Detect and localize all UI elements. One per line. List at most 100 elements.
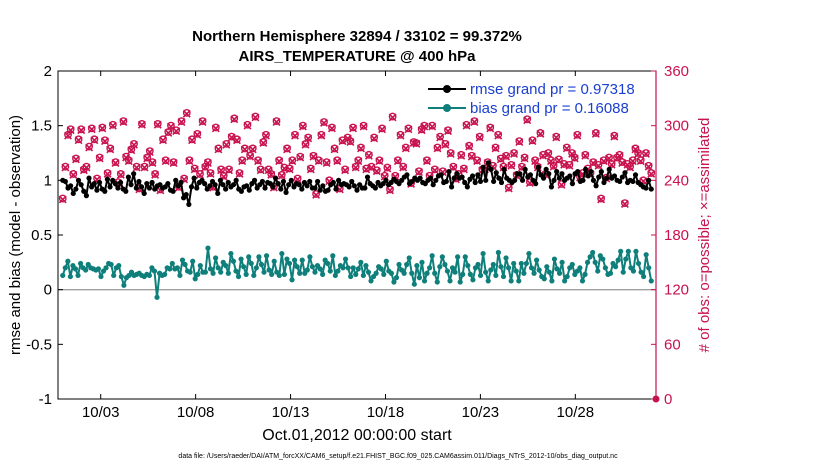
bias-point: [281, 271, 287, 277]
rmse-point: [299, 186, 305, 192]
bias-point: [317, 266, 323, 272]
bias-point: [406, 255, 412, 261]
possible-obs-point: [536, 129, 545, 137]
rmse-point: [275, 181, 281, 187]
bias-point: [103, 265, 109, 271]
possible-obs-point: [132, 162, 141, 171]
x-axis-label: Oct.01,2012 00:00:00 start: [262, 427, 452, 444]
y-tick-label-left: 0: [44, 282, 52, 299]
possible-obs-point: [124, 156, 133, 165]
assimilated-obs-point: [507, 161, 516, 170]
rmse-point: [598, 168, 604, 175]
possible-obs-point: [333, 156, 342, 165]
assimilated-obs-point: [264, 166, 273, 175]
possible-obs-point: [230, 114, 239, 123]
possible-obs-point: [90, 135, 99, 144]
assimilated-obs-point: [69, 170, 78, 179]
rmse-point: [320, 183, 326, 189]
rmse-point: [125, 174, 132, 180]
assimilated-obs-point: [248, 145, 257, 154]
rmse-point: [619, 174, 625, 180]
rmse-point: [404, 172, 410, 178]
assimilated-obs-point: [354, 157, 363, 166]
rmse-point: [165, 181, 171, 187]
bias-point: [307, 254, 313, 260]
assimilated-obs-point: [591, 129, 600, 138]
possible-obs-point: [570, 153, 579, 162]
possible-obs-point: [349, 123, 357, 132]
assimilated-obs-point: [225, 166, 233, 175]
assimilated-obs-point: [636, 157, 645, 166]
possible-obs-point: [312, 190, 320, 198]
assimilated-obs-point: [510, 149, 518, 158]
bias-point: [325, 260, 331, 267]
bias-point: [65, 258, 71, 264]
assimilated-obs-point: [227, 133, 236, 142]
rmse-point: [472, 179, 478, 186]
rmse-point: [333, 186, 339, 192]
assimilated-obs-point: [64, 131, 72, 140]
assimilated-obs-point: [536, 129, 545, 138]
line-series-layer: [60, 160, 654, 300]
bias-point: [477, 272, 484, 279]
rmse-point: [238, 188, 245, 194]
possible-obs-point: [72, 154, 80, 163]
rmse-point: [212, 182, 218, 188]
assimilated-obs-point: [74, 136, 83, 145]
assimilated-obs-point: [620, 200, 629, 208]
bias-point: [111, 272, 117, 279]
possible-obs-point: [185, 156, 194, 165]
bias-point: [434, 279, 440, 285]
bias-point: [353, 271, 359, 277]
bias-point: [623, 256, 629, 262]
assimilated-obs-point: [634, 149, 643, 158]
bias-point: [541, 276, 547, 282]
rmse-point: [546, 171, 552, 177]
rmse-point: [346, 184, 352, 190]
bias-point: [444, 268, 451, 274]
rmse-point: [117, 179, 124, 186]
rmse-point: [498, 179, 505, 186]
possible-obs-point: [581, 150, 590, 159]
bias-point: [340, 265, 346, 271]
assimilated-obs-point: [58, 195, 67, 204]
assimilated-obs-point: [644, 162, 653, 171]
possible-obs-point: [251, 112, 260, 121]
possible-obs-point: [177, 117, 186, 126]
rmse-point: [188, 184, 195, 190]
possible-obs-point: [214, 144, 223, 153]
bias-point: [460, 271, 466, 277]
assimilated-obs-point: [261, 131, 270, 140]
possible-obs-point: [317, 130, 326, 139]
possible-obs-point: [190, 164, 199, 173]
assimilated-obs-point: [106, 145, 115, 154]
assimilated-obs-point: [496, 155, 505, 164]
assimilated-obs-point: [359, 122, 368, 131]
bias-point: [77, 260, 84, 267]
chart-subtitle: AIRS_TEMPERATURE @ 400 hPa: [239, 48, 477, 65]
bias-point: [615, 257, 621, 263]
y-tick-label-right: 180: [664, 227, 689, 244]
rmse-point: [543, 166, 549, 172]
assimilated-obs-point: [140, 163, 149, 172]
assimilated-obs-point: [87, 125, 96, 134]
rmse-point: [146, 185, 153, 191]
rmse-point: [567, 173, 573, 179]
assimilated-obs-point: [581, 151, 590, 160]
possible-obs-point: [298, 121, 307, 130]
assimilated-obs-point: [349, 124, 358, 133]
rmse-point: [575, 168, 581, 175]
possible-obs-point: [557, 180, 566, 188]
assimilated-obs-point: [372, 167, 381, 176]
assimilated-obs-point: [470, 118, 479, 126]
rmse-point: [617, 178, 623, 185]
possible-obs-point: [430, 165, 439, 174]
assimilated-obs-point: [312, 190, 321, 199]
possible-obs-point: [138, 119, 146, 128]
bias-point: [258, 261, 265, 268]
bias-point: [508, 278, 514, 284]
bias-point: [523, 260, 530, 267]
bias-point: [202, 269, 209, 275]
bias-point: [475, 261, 481, 268]
assimilated-obs-point: [119, 118, 128, 126]
